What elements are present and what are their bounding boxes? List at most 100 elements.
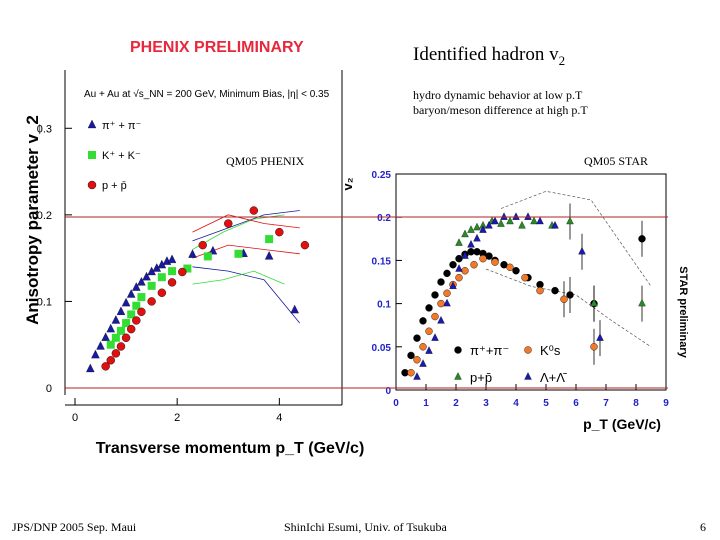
- star-data-point: [512, 212, 520, 220]
- phenix-legend-label: p + p̄: [102, 180, 127, 192]
- star-y-tick-label: 0: [385, 386, 391, 397]
- phenix-data-point: [126, 289, 136, 298]
- star-data-point: [407, 351, 415, 360]
- phenix-data-point: [157, 288, 167, 297]
- star-data-point: [431, 333, 439, 341]
- phenix-data-point: [147, 281, 156, 290]
- star-x-tick-label: 3: [483, 398, 489, 409]
- note-baryon-meson: baryon/meson difference at high p.T: [413, 103, 588, 117]
- phenix-data-point: [126, 324, 136, 334]
- star-data-point: [473, 222, 481, 231]
- phenix-data-point: [116, 326, 125, 335]
- star-x-tick-label: 9: [663, 398, 669, 409]
- phenix-data-point: [132, 282, 141, 291]
- star-data-point: [638, 235, 646, 243]
- phenix-data-point: [96, 341, 105, 350]
- star-data-point: [485, 221, 493, 229]
- star-y-label: v₂: [340, 177, 355, 190]
- star-data-point: [530, 216, 538, 225]
- star-data-point: [524, 212, 532, 220]
- star-data-point: [443, 289, 451, 297]
- star-data-point: [479, 254, 487, 263]
- star-band-upper: [500, 190, 652, 287]
- phenix-y-label: Anisotropy parameter v_2: [23, 115, 42, 325]
- phenix-data-point: [137, 277, 146, 286]
- star-data-point: [419, 359, 427, 367]
- phenix-data-point: [183, 264, 192, 273]
- star-data-point: [461, 229, 469, 238]
- star-data-point: [455, 273, 463, 282]
- phenix-data-point: [106, 340, 115, 349]
- phenix-data-point: [101, 332, 110, 341]
- star-data-point: [500, 212, 508, 220]
- star-legend-label: p+p̄: [470, 370, 492, 385]
- phenix-data-point: [106, 323, 116, 333]
- phenix-y-tick-label: 0: [46, 383, 52, 395]
- phenix-data-point: [106, 356, 115, 365]
- star-data-point: [443, 269, 451, 278]
- phenix-data-point: [249, 206, 259, 215]
- star-data-point: [419, 317, 427, 325]
- star-data-point: [449, 261, 457, 269]
- star-data-point: [413, 356, 421, 364]
- star-y-tick-label: 0.2: [377, 213, 391, 224]
- star-data-point: [479, 225, 487, 233]
- phenix-data-point: [224, 219, 233, 228]
- star-data-point: [425, 346, 433, 354]
- phenix-data-point: [198, 240, 207, 250]
- phenix-data-point: [203, 252, 212, 261]
- star-data-point: [470, 261, 478, 269]
- phenix-band-upper: [192, 214, 300, 233]
- star-data-point: [506, 263, 514, 272]
- phenix-data-point: [111, 315, 121, 324]
- phenix-data-point: [300, 240, 310, 250]
- phenix-data-point: [111, 349, 121, 358]
- star-data-point: [512, 267, 520, 275]
- phenix-data-point: [167, 254, 177, 264]
- slide-number: 6: [700, 520, 706, 534]
- phenix-legend-marker: [87, 119, 97, 129]
- phenix-legend-marker: [87, 180, 97, 190]
- star-data-point: [467, 240, 475, 248]
- star-x-tick-label: 0: [393, 398, 399, 409]
- star-data-point: [467, 225, 475, 233]
- star-data-point: [431, 312, 439, 321]
- star-data-point: [596, 333, 604, 341]
- star-data-point: [590, 298, 598, 307]
- phenix-y-tick-label: 0.2: [37, 210, 52, 222]
- star-data-point: [425, 304, 433, 312]
- phenix-data-point: [122, 319, 131, 328]
- phenix-data-point: [86, 363, 95, 373]
- star-data-point: [506, 216, 514, 225]
- footer-author: ShinIchi Esumi, Univ. of Tsukuba: [284, 520, 447, 534]
- star-data-point: [590, 343, 598, 351]
- phenix-data-point: [101, 362, 110, 371]
- star-x-tick-label: 4: [513, 398, 519, 409]
- phenix-data-point: [121, 333, 131, 342]
- phenix-data-point: [91, 349, 100, 359]
- phenix-y-tick-label: 0.3: [37, 123, 52, 135]
- star-tag: QM05 STAR: [584, 154, 649, 168]
- phenix-data-point: [111, 333, 120, 342]
- phenix-data-point: [265, 235, 274, 244]
- phenix-data-point: [132, 316, 141, 325]
- phenix-data-point: [116, 306, 126, 315]
- star-data-point: [521, 273, 529, 282]
- phenix-tag: QM05 PHENIX: [226, 154, 305, 168]
- star-legend-marker: [524, 346, 532, 354]
- star-data-point: [443, 298, 451, 307]
- star-x-tick-label: 2: [453, 398, 459, 409]
- star-y-tick-label: 0.15: [372, 256, 392, 267]
- star-data-point: [419, 343, 427, 351]
- star-data-point: [536, 216, 544, 225]
- star-x-tick-label: 5: [543, 398, 549, 409]
- star-x-label: p_T (GeV/c): [583, 416, 661, 432]
- phenix-band-lower: [192, 270, 285, 285]
- star-data-point: [413, 334, 421, 342]
- star-data-point: [638, 298, 646, 307]
- phenix-data-point: [188, 249, 197, 258]
- phenix-data-point: [178, 267, 187, 277]
- star-x-tick-label: 1: [423, 398, 429, 409]
- star-legend-marker: [524, 372, 532, 380]
- star-data-point: [455, 238, 463, 246]
